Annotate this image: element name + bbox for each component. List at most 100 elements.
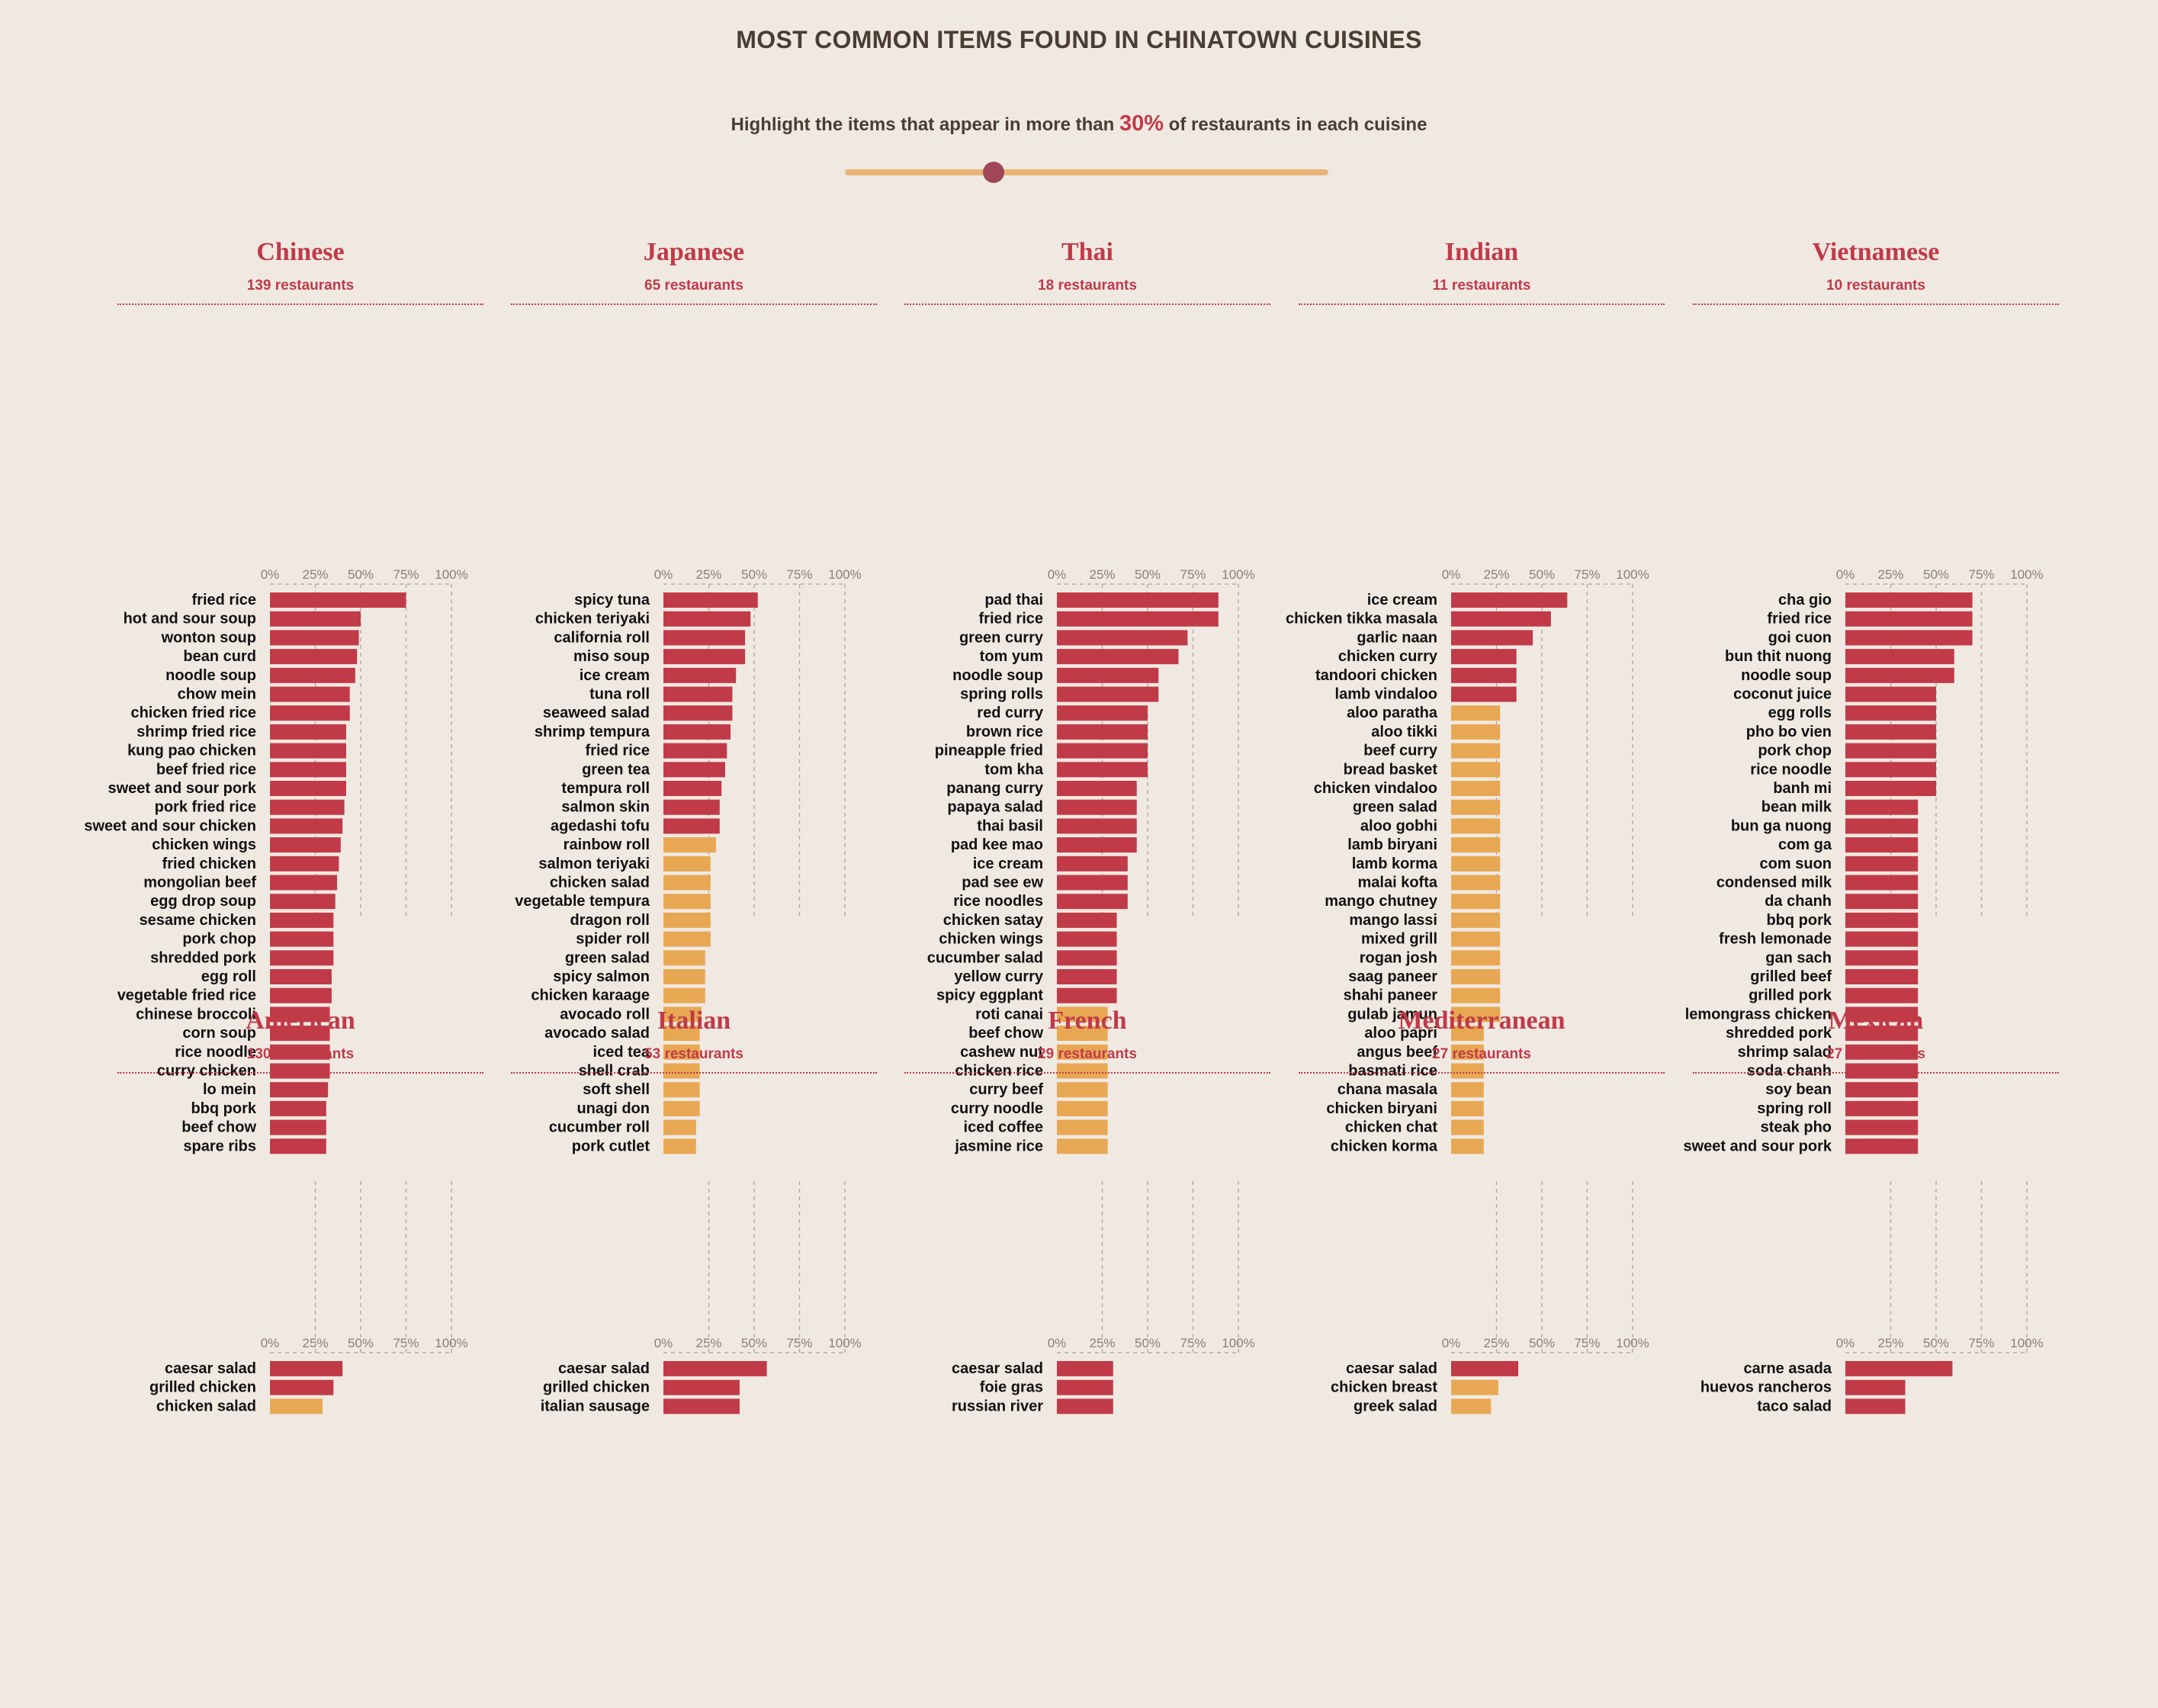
bar[interactable] xyxy=(1057,630,1188,646)
bar[interactable] xyxy=(1845,781,1936,796)
bar[interactable] xyxy=(663,1119,696,1135)
bar[interactable] xyxy=(663,667,737,683)
bar[interactable] xyxy=(663,1063,700,1079)
bar[interactable] xyxy=(270,1100,326,1116)
bar[interactable] xyxy=(1451,724,1501,740)
bar[interactable] xyxy=(270,1006,330,1023)
bar[interactable] xyxy=(1451,649,1517,665)
bar[interactable] xyxy=(1451,743,1501,759)
bar[interactable] xyxy=(1057,931,1117,947)
bar[interactable] xyxy=(270,818,343,834)
bar[interactable] xyxy=(1057,1398,1113,1414)
bar[interactable] xyxy=(1057,1100,1108,1116)
bar[interactable] xyxy=(1845,1360,1953,1376)
bar[interactable] xyxy=(1057,1119,1108,1135)
bar[interactable] xyxy=(1057,1082,1108,1098)
bar[interactable] xyxy=(1057,705,1148,721)
bar[interactable] xyxy=(1451,969,1501,984)
bar[interactable] xyxy=(663,837,717,853)
bar[interactable] xyxy=(1845,1100,1919,1116)
bar[interactable] xyxy=(663,912,711,928)
bar[interactable] xyxy=(1057,1006,1108,1023)
bar[interactable] xyxy=(1845,931,1919,947)
bar[interactable] xyxy=(1057,686,1159,702)
bar[interactable] xyxy=(1845,1379,1906,1395)
bar[interactable] xyxy=(1451,611,1551,627)
bar[interactable] xyxy=(1845,611,1973,627)
bar[interactable] xyxy=(1451,705,1501,721)
bar[interactable] xyxy=(1451,762,1501,778)
bar[interactable] xyxy=(270,1082,329,1098)
bar[interactable] xyxy=(270,1026,330,1042)
bar[interactable] xyxy=(270,667,355,683)
bar[interactable] xyxy=(270,1360,343,1376)
bar[interactable] xyxy=(663,1100,700,1116)
bar[interactable] xyxy=(663,969,705,984)
bar[interactable] xyxy=(1845,837,1919,853)
bar[interactable] xyxy=(1451,912,1501,928)
bar[interactable] xyxy=(663,1398,740,1414)
bar[interactable] xyxy=(1057,894,1128,910)
bar[interactable] xyxy=(1057,818,1137,834)
bar[interactable] xyxy=(1845,762,1936,778)
bar[interactable] xyxy=(1057,987,1117,1003)
bar[interactable] xyxy=(1057,611,1219,627)
bar[interactable] xyxy=(1845,912,1919,928)
bar[interactable] xyxy=(663,630,746,646)
bar[interactable] xyxy=(1845,875,1919,891)
bar[interactable] xyxy=(1845,1026,1919,1042)
bar[interactable] xyxy=(1845,630,1973,646)
bar[interactable] xyxy=(1451,667,1517,683)
bar[interactable] xyxy=(663,875,711,891)
bar[interactable] xyxy=(270,912,334,928)
bar[interactable] xyxy=(1845,799,1919,815)
bar[interactable] xyxy=(1451,1398,1492,1414)
bar[interactable] xyxy=(270,969,332,984)
bar[interactable] xyxy=(1845,1063,1919,1079)
bar[interactable] xyxy=(1451,894,1501,910)
bar[interactable] xyxy=(1451,1044,1484,1060)
bar[interactable] xyxy=(1057,1026,1108,1042)
bar[interactable] xyxy=(1057,837,1137,853)
bar[interactable] xyxy=(1057,1044,1108,1060)
bar[interactable] xyxy=(1845,592,1973,608)
bar[interactable] xyxy=(270,630,359,646)
bar[interactable] xyxy=(270,686,350,702)
bar[interactable] xyxy=(1451,950,1501,966)
bar[interactable] xyxy=(270,875,338,891)
bar[interactable] xyxy=(1057,1063,1108,1079)
bar[interactable] xyxy=(1845,856,1919,872)
bar[interactable] xyxy=(1057,743,1148,759)
bar[interactable] xyxy=(1451,856,1501,872)
bar[interactable] xyxy=(270,1119,326,1135)
bar[interactable] xyxy=(1057,912,1117,928)
bar[interactable] xyxy=(1451,1006,1501,1023)
threshold-slider-thumb[interactable] xyxy=(983,162,1004,183)
bar[interactable] xyxy=(663,705,733,721)
bar[interactable] xyxy=(1057,799,1137,815)
bar[interactable] xyxy=(270,1044,330,1060)
bar[interactable] xyxy=(1057,856,1128,872)
bar[interactable] xyxy=(1057,1138,1108,1154)
bar[interactable] xyxy=(270,1138,326,1154)
bar[interactable] xyxy=(1451,875,1501,891)
bar[interactable] xyxy=(1451,1379,1498,1395)
bar[interactable] xyxy=(1451,1119,1484,1135)
bar[interactable] xyxy=(663,781,722,796)
threshold-slider-track[interactable] xyxy=(845,169,1328,175)
bar[interactable] xyxy=(1451,1100,1484,1116)
bar[interactable] xyxy=(1845,818,1919,834)
bar[interactable] xyxy=(663,950,705,966)
bar[interactable] xyxy=(663,649,746,665)
bar[interactable] xyxy=(1057,969,1117,984)
bar[interactable] xyxy=(1451,931,1501,947)
bar[interactable] xyxy=(663,894,711,910)
bar[interactable] xyxy=(1451,1026,1484,1042)
bar[interactable] xyxy=(663,987,705,1003)
bar[interactable] xyxy=(1451,1360,1519,1376)
bar[interactable] xyxy=(1451,1138,1484,1154)
bar[interactable] xyxy=(1845,1138,1919,1154)
bar[interactable] xyxy=(270,950,334,966)
bar[interactable] xyxy=(663,1138,696,1154)
bar[interactable] xyxy=(270,837,341,853)
